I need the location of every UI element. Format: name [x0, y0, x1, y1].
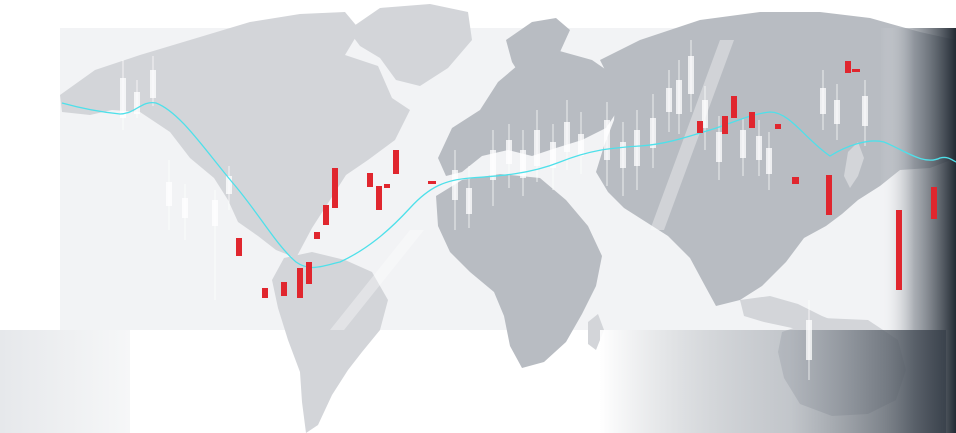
- red-candle: [826, 175, 832, 215]
- ghost-candle-body: [806, 320, 812, 360]
- ghost-candle-body: [634, 130, 640, 166]
- red-candle: [722, 116, 728, 134]
- red-candle: [314, 232, 320, 239]
- africa-shape: [436, 174, 602, 368]
- red-candle: [852, 69, 860, 72]
- red-candle: [731, 96, 737, 118]
- south-america-shape: [272, 252, 388, 433]
- red-candle: [281, 282, 287, 296]
- scandinavia-shape: [506, 18, 570, 78]
- madagascar-shape: [588, 314, 604, 350]
- europe-shape: [438, 50, 622, 176]
- world-map: [60, 4, 956, 433]
- ghost-candle-body: [820, 88, 826, 114]
- lower-left-panel: [0, 330, 130, 433]
- red-candle: [428, 181, 436, 184]
- red-candle: [367, 173, 373, 187]
- ghost-candle-body: [702, 100, 708, 128]
- ghost-candle-body: [620, 142, 626, 168]
- red-candle: [931, 187, 937, 219]
- red-candle: [697, 121, 703, 133]
- red-candle: [845, 61, 851, 73]
- ghost-candle-body: [466, 188, 472, 214]
- red-candles: [236, 61, 937, 298]
- ghost-candle-body: [676, 80, 682, 114]
- ghost-candle-body: [134, 92, 140, 114]
- red-candle: [384, 184, 390, 188]
- red-candle: [297, 268, 303, 298]
- ghost-candle-body: [226, 176, 232, 194]
- red-candle: [792, 177, 799, 184]
- ghost-candle-body: [862, 96, 868, 126]
- red-candle: [262, 288, 268, 298]
- red-candle: [306, 262, 312, 284]
- ghost-candle-body: [120, 78, 126, 118]
- ghost-candle-body: [666, 88, 672, 112]
- ghost-candle-body: [766, 148, 772, 174]
- ghost-candle-body: [150, 70, 156, 98]
- ghost-candle-body: [452, 170, 458, 200]
- red-candle: [393, 150, 399, 174]
- ghost-candle-body: [716, 132, 722, 162]
- ghost-candle-body: [166, 182, 172, 206]
- ghost-candle-body: [688, 56, 694, 94]
- red-candle: [332, 168, 338, 208]
- trend-line: [61, 101, 956, 269]
- ghost-candle-body: [756, 136, 762, 160]
- asia-shape: [596, 12, 956, 306]
- ghost-candle-body: [740, 130, 746, 158]
- ghost-candle-body: [550, 142, 556, 168]
- ghost-candle-body: [604, 120, 610, 160]
- red-candle: [376, 186, 382, 210]
- ghost-candle-body: [564, 122, 570, 152]
- ghost-candle-body: [520, 150, 526, 178]
- lower-right-panel: [600, 330, 946, 433]
- red-candle: [749, 112, 755, 128]
- ghost-candle-body: [182, 198, 188, 218]
- red-candle: [236, 238, 242, 256]
- ghost-candle-body: [506, 140, 512, 164]
- greenland-shape: [348, 4, 472, 86]
- ghost-candle-body: [490, 150, 496, 180]
- ghost-candle-body: [834, 100, 840, 124]
- north-america-shape: [60, 12, 410, 258]
- red-candle: [896, 210, 902, 290]
- japan-shape: [844, 142, 864, 188]
- diagonal-streak: [330, 230, 424, 330]
- ghost-candle-body: [650, 118, 656, 148]
- ghost-candle-body: [534, 130, 540, 166]
- ghost-candle-body: [212, 200, 218, 226]
- red-candle: [323, 205, 329, 225]
- red-candle: [775, 124, 781, 129]
- ghost-candle-body: [578, 134, 584, 156]
